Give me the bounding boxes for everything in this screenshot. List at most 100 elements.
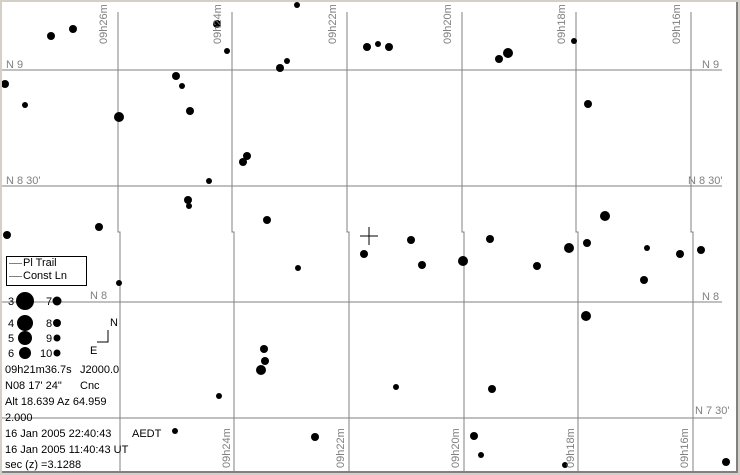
ra-grid-line <box>575 12 579 471</box>
magnitude-label: 9 <box>46 333 53 345</box>
star <box>640 276 648 284</box>
star <box>295 265 301 271</box>
ra-label-top: 09h18m <box>556 4 568 44</box>
local-time: 16 Jan 2005 22:40:43 <box>5 428 112 440</box>
star <box>22 102 28 108</box>
sky-chart-canvas[interactable] <box>2 2 736 471</box>
magnitude-symbol <box>17 315 33 331</box>
star <box>276 64 284 72</box>
ra-label-top: 09h26m <box>98 4 110 44</box>
star <box>294 2 300 8</box>
compass-north-label: N <box>110 317 118 329</box>
ra-label-bottom: 09h24m <box>221 428 233 468</box>
star <box>533 262 541 270</box>
star <box>375 41 381 47</box>
ra-grid-line <box>690 12 694 471</box>
field-scale: 2.000 <box>5 412 33 424</box>
star <box>184 196 192 204</box>
star <box>260 345 268 353</box>
star <box>385 43 393 51</box>
star <box>360 250 368 258</box>
dec-label-right: N 7 30' <box>695 405 730 417</box>
cursor-dec: N08 17' 24" <box>5 380 62 392</box>
star <box>2 80 9 88</box>
star <box>114 112 124 122</box>
star <box>486 235 494 243</box>
star <box>571 38 577 44</box>
star <box>581 311 591 321</box>
star <box>239 158 247 166</box>
legend-constellation-lines: Const Ln <box>7 270 86 283</box>
star <box>116 280 122 286</box>
magnitude-label: 10 <box>40 348 53 360</box>
compass-east-label: E <box>90 345 98 357</box>
star <box>584 100 592 108</box>
star <box>478 452 484 458</box>
magnitude-symbol <box>53 319 61 327</box>
legend-planet-trail: Pl Trail <box>7 257 86 270</box>
compass-icon <box>97 330 109 343</box>
star <box>644 245 650 251</box>
star <box>676 250 684 258</box>
dec-label-right: N 9 <box>702 59 720 71</box>
dec-label-left: N 9 <box>6 59 24 71</box>
star <box>186 107 194 115</box>
ra-label-bottom: 09h18m <box>565 428 577 468</box>
star <box>503 48 513 58</box>
magnitude-symbol <box>53 349 61 357</box>
ra-label-top: 09h20m <box>442 4 454 44</box>
star <box>256 365 266 375</box>
magnitude-label: 5 <box>8 333 15 345</box>
ra-grid-line <box>346 12 350 471</box>
airmass: sec (z) =3.1288 <box>5 459 82 471</box>
star <box>3 231 11 239</box>
dec-label-left: N 8 <box>90 290 108 302</box>
star <box>458 256 468 266</box>
magnitude-label: 7 <box>46 296 53 308</box>
ra-label-top: 09h16m <box>671 4 683 44</box>
star <box>243 152 251 160</box>
alt-az: Alt 18.639 Az 64.959 <box>5 396 107 408</box>
magnitude-label: 8 <box>46 318 53 330</box>
star <box>600 211 610 221</box>
star <box>172 428 178 434</box>
ra-label-bottom: 09h16m <box>679 428 691 468</box>
star <box>418 261 426 269</box>
magnitude-symbol <box>52 296 62 306</box>
dec-label-right: N 8 <box>702 291 720 303</box>
ra-grid-line <box>231 12 235 471</box>
line-legend: Pl Trail Const Ln <box>6 256 87 286</box>
ra-label-bottom: 09h22m <box>335 428 347 468</box>
star <box>179 83 185 89</box>
magnitude-symbol <box>53 334 61 342</box>
star <box>583 239 591 247</box>
epoch: J2000.0 <box>80 364 120 376</box>
star <box>564 243 574 253</box>
cursor-ra: 09h21m36.7s <box>5 364 72 376</box>
star <box>393 384 399 390</box>
star <box>263 216 271 224</box>
star <box>224 48 230 54</box>
ra-grid-line <box>461 12 465 471</box>
star <box>95 223 103 231</box>
star <box>216 393 222 399</box>
star <box>284 58 290 64</box>
star <box>186 203 192 209</box>
star <box>261 357 269 365</box>
ra-label-top: 09h24m <box>212 4 224 44</box>
magnitude-label: 4 <box>8 318 15 330</box>
star <box>488 385 496 393</box>
star <box>407 236 415 244</box>
star <box>363 43 371 51</box>
magnitude-label: 3 <box>8 296 15 308</box>
star <box>69 25 77 33</box>
dec-label-right: N 8 30' <box>688 175 723 187</box>
star <box>47 32 55 40</box>
magnitude-label: 6 <box>8 348 15 360</box>
magnitude-symbol <box>19 347 31 359</box>
ut-time: 16 Jan 2005 11:40:43 UT <box>5 444 129 456</box>
magnitude-symbol <box>18 331 32 345</box>
timezone: AEDT <box>132 428 162 440</box>
